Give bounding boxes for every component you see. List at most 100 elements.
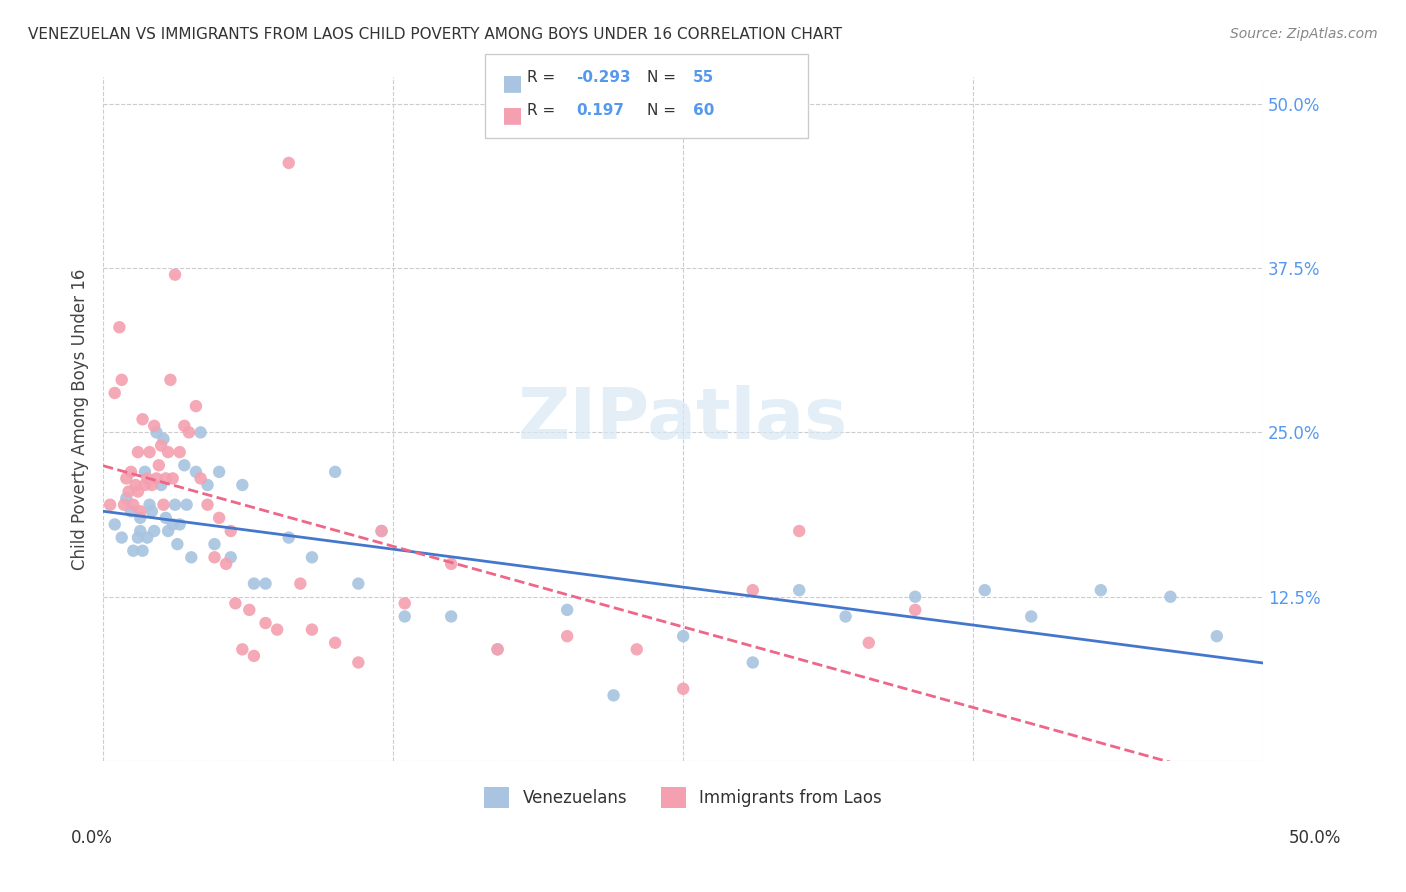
Point (347, 576, 370, 591)
Point (277, 156, 299, 170)
Point (136, 531, 159, 545)
Point (1159, 590, 1181, 604)
Text: Source: ZipAtlas.com: Source: ZipAtlas.com (1230, 27, 1378, 41)
Text: ■: ■ (502, 73, 523, 93)
Point (118, 484, 141, 499)
Point (150, 438, 173, 452)
Point (208, 511, 231, 525)
Point (973, 583, 995, 598)
Point (486, 642, 509, 657)
Point (834, 609, 856, 624)
Point (626, 642, 648, 657)
Point (159, 373, 181, 387)
Text: 60: 60 (693, 103, 714, 118)
Point (138, 498, 160, 512)
Y-axis label: Child Poverty Among Boys Under 16: Child Poverty Among Boys Under 16 (72, 268, 89, 570)
Point (152, 432, 174, 446)
Point (243, 576, 266, 591)
Point (1205, 629, 1227, 643)
Legend: Venezuelans, Immigrants from Laos: Venezuelans, Immigrants from Laos (478, 780, 889, 814)
Point (180, 550, 202, 565)
Point (197, 498, 219, 512)
Point (148, 458, 170, 473)
Point (190, 425, 212, 440)
Point (157, 524, 180, 538)
Point (219, 550, 242, 565)
Point (112, 498, 135, 512)
Point (138, 445, 160, 459)
Point (165, 498, 187, 512)
Point (323, 636, 346, 650)
Point (129, 504, 152, 518)
Point (208, 465, 231, 479)
Point (177, 425, 200, 440)
Point (904, 590, 927, 604)
Point (204, 550, 226, 565)
Point (129, 511, 152, 525)
Point (243, 648, 266, 663)
Point (370, 524, 392, 538)
Text: ■: ■ (502, 105, 523, 125)
Text: R =: R = (527, 103, 565, 118)
Text: 0.0%: 0.0% (70, 830, 112, 847)
Point (122, 543, 145, 558)
Point (136, 471, 159, 485)
Point (394, 609, 416, 624)
Point (141, 478, 163, 492)
Point (787, 583, 810, 598)
Point (190, 471, 212, 485)
Point (165, 268, 187, 282)
Point (301, 623, 323, 637)
Point (129, 524, 152, 538)
Point (440, 609, 463, 624)
Point (1019, 609, 1042, 624)
Point (173, 418, 195, 433)
Point (162, 471, 184, 485)
Point (370, 524, 392, 538)
Point (741, 583, 763, 598)
Point (323, 465, 346, 479)
Point (131, 543, 153, 558)
Point (143, 418, 166, 433)
Text: VENEZUELAN VS IMMIGRANTS FROM LAOS CHILD POVERTY AMONG BOYS UNDER 16 CORRELATION: VENEZUELAN VS IMMIGRANTS FROM LAOS CHILD… (28, 27, 842, 42)
Point (184, 465, 207, 479)
Point (394, 596, 416, 610)
Point (145, 425, 167, 440)
Point (254, 576, 277, 591)
Point (219, 524, 242, 538)
Point (127, 531, 149, 545)
Point (555, 629, 578, 643)
Point (176, 498, 198, 512)
Point (157, 445, 180, 459)
Point (204, 537, 226, 551)
Point (131, 412, 153, 426)
Point (290, 576, 312, 591)
Point (169, 445, 191, 459)
Point (555, 603, 578, 617)
Point (277, 531, 299, 545)
Point (155, 471, 177, 485)
Point (111, 531, 134, 545)
Point (486, 642, 509, 657)
Point (215, 557, 238, 571)
Point (904, 603, 927, 617)
Point (152, 498, 174, 512)
Point (301, 550, 323, 565)
Point (672, 629, 695, 643)
Point (143, 524, 166, 538)
Text: 50.0%: 50.0% (1288, 830, 1341, 847)
Point (238, 603, 260, 617)
Point (104, 517, 127, 532)
Point (166, 537, 188, 551)
Point (858, 636, 880, 650)
Point (1090, 583, 1112, 598)
Point (122, 498, 145, 512)
Point (169, 517, 191, 532)
Point (440, 557, 463, 571)
Point (741, 656, 763, 670)
Point (134, 478, 156, 492)
Point (254, 615, 277, 630)
Point (150, 478, 173, 492)
Point (127, 445, 149, 459)
Point (173, 458, 195, 473)
